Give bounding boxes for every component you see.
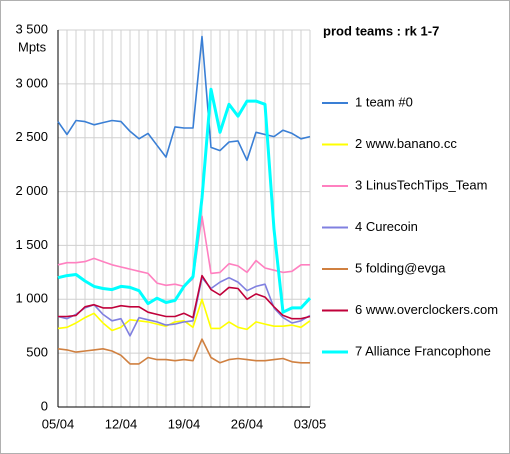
series-line bbox=[57, 87, 312, 314]
x-tick-label: 05/04 bbox=[42, 416, 75, 431]
y-tick-label: 500 bbox=[26, 345, 48, 360]
x-tick-label: 12/04 bbox=[105, 416, 138, 431]
y-tick-label: 3 500 bbox=[15, 21, 48, 36]
legend-label: 3 LinusTechTips_Team bbox=[355, 177, 487, 192]
legend-label: 5 folding@evga bbox=[355, 260, 446, 275]
y-axis-label: Mpts bbox=[18, 39, 47, 54]
series-line bbox=[57, 338, 310, 365]
legend-label: 4 Curecoin bbox=[355, 219, 418, 234]
chart-title: prod teams : rk 1-7 bbox=[323, 23, 439, 38]
y-tick-label: 0 bbox=[41, 398, 48, 413]
y-tick-label: 3 000 bbox=[15, 75, 48, 90]
legend-label: 6 www.overclockers.com bbox=[355, 302, 498, 317]
y-tick-label: 2 500 bbox=[15, 129, 48, 144]
legend-label: 1 team #0 bbox=[355, 94, 413, 109]
legend-label: 7 Alliance Francophone bbox=[355, 343, 491, 358]
legend-label: 2 www.banano.cc bbox=[355, 136, 457, 151]
x-tick-label: 26/04 bbox=[231, 416, 264, 431]
series-line bbox=[57, 276, 311, 337]
series-line bbox=[58, 274, 311, 320]
y-tick-label: 1 500 bbox=[15, 237, 48, 252]
series-line bbox=[57, 298, 311, 332]
x-tick-label: 19/04 bbox=[168, 416, 201, 431]
y-tick-label: 1 000 bbox=[15, 291, 48, 306]
x-tick-label: 03/05 bbox=[294, 416, 327, 431]
y-tick-label: 2 000 bbox=[15, 183, 48, 198]
